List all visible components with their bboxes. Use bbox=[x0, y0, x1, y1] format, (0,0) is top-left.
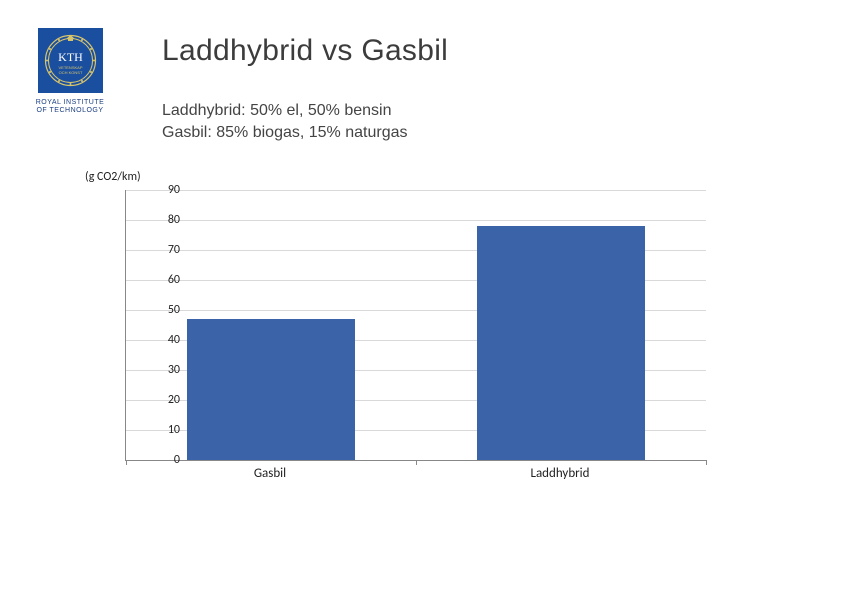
x-label: Laddhybrid bbox=[530, 466, 589, 481]
slide: KTH VETENSKAP OCH KONST ROYAL INSTITUTE … bbox=[0, 0, 842, 595]
gridline bbox=[126, 220, 706, 221]
x-tickmark bbox=[126, 460, 127, 465]
y-tick-label: 60 bbox=[150, 273, 180, 287]
y-tick-label: 80 bbox=[150, 213, 180, 227]
x-label: Gasbil bbox=[254, 466, 286, 481]
plot-area bbox=[125, 190, 706, 461]
x-tickmark bbox=[706, 460, 707, 465]
bar-laddhybrid bbox=[477, 226, 645, 460]
y-tick-label: 40 bbox=[150, 333, 180, 347]
y-tick-label: 10 bbox=[150, 423, 180, 437]
co2-bar-chart: (g CO2/km) 0 10 20 30 40 50 60 70 80 90 Gasbil Ladd… bbox=[85, 170, 725, 510]
y-axis-title: (g CO2/km) bbox=[85, 170, 141, 184]
y-tick-label: 90 bbox=[150, 183, 180, 197]
y-tick-label: 70 bbox=[150, 243, 180, 257]
bar-gasbil bbox=[187, 319, 355, 460]
subtitle-line2: Gasbil: 85% biogas, 15% naturgas bbox=[162, 124, 407, 141]
logo-caption-line2: OF TECHNOLOGY bbox=[36, 107, 103, 114]
svg-text:OCH KONST: OCH KONST bbox=[58, 70, 82, 75]
y-tick-label: 30 bbox=[150, 363, 180, 377]
page-title: Laddhybrid vs Gasbil bbox=[162, 34, 448, 68]
svg-text:KTH: KTH bbox=[58, 50, 83, 64]
page-subtitle: Laddhybrid: 50% el, 50% bensin Gasbil: 8… bbox=[162, 100, 407, 143]
logo-caption-line1: ROYAL INSTITUTE bbox=[36, 99, 105, 106]
logo-caption: ROYAL INSTITUTE OF TECHNOLOGY bbox=[25, 99, 115, 116]
gridline bbox=[126, 190, 706, 191]
x-tickmark bbox=[416, 460, 417, 465]
y-tick-label: 0 bbox=[150, 453, 180, 467]
subtitle-line1: Laddhybrid: 50% el, 50% bensin bbox=[162, 102, 392, 119]
y-tick-label: 20 bbox=[150, 393, 180, 407]
kth-logo-icon: KTH VETENSKAP OCH KONST bbox=[38, 28, 103, 93]
y-tick-label: 50 bbox=[150, 303, 180, 317]
kth-logo-block: KTH VETENSKAP OCH KONST ROYAL INSTITUTE … bbox=[25, 28, 115, 116]
